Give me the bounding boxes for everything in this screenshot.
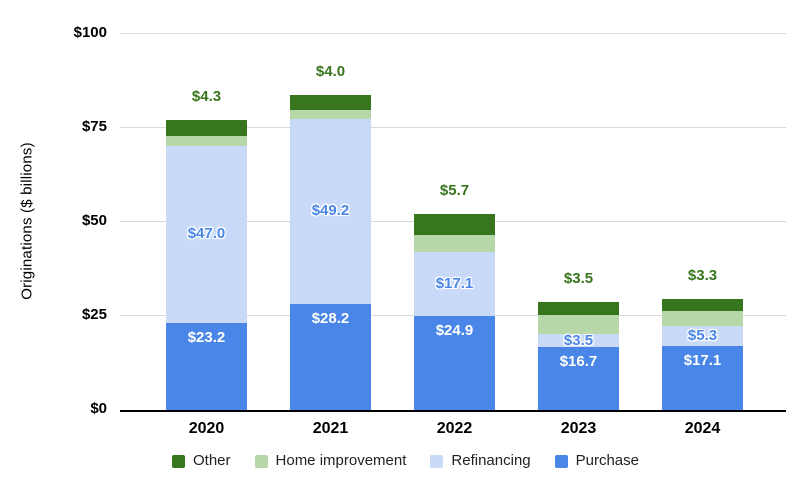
legend-swatch: [430, 454, 444, 468]
gridline: [120, 127, 786, 128]
segment-label: $17.1: [435, 275, 474, 293]
segment-refinancing: $17.1: [414, 251, 495, 317]
segment-purchase: $23.2: [166, 322, 247, 410]
legend-label: Home improvement: [275, 452, 407, 469]
bar-2024: $3.3 $5.3 $17.1: [662, 267, 743, 410]
segment-other: [166, 120, 247, 137]
segment-purchase: $17.1: [662, 345, 743, 410]
segment-label: $28.2: [311, 309, 350, 327]
segment-refinancing: $5.3: [662, 325, 743, 346]
segment-home-improvement: [166, 136, 247, 147]
segment-refinancing: $3.5: [538, 331, 619, 349]
segment-home-improvement: [662, 311, 743, 326]
segment-label: $17.1: [683, 351, 722, 369]
legend-label: Refinancing: [451, 452, 531, 469]
legend-swatch: [554, 454, 568, 468]
segment-purchase: $16.7: [538, 347, 619, 410]
legend-swatch: [254, 454, 268, 468]
legend: Other Home improvement Refinancing Purchase: [0, 452, 811, 470]
y-tick-label: $100: [73, 24, 107, 41]
above-bar-label: $5.7: [439, 181, 470, 199]
above-bar-label: $3.5: [563, 270, 594, 288]
above-bar-label: $4.0: [315, 63, 346, 81]
bar-2020: $4.3 $47.0 $23.2: [166, 88, 247, 410]
bar-2023: $3.5 $3.5 $16.7: [538, 270, 619, 410]
segment-refinancing: $49.2: [290, 118, 371, 304]
x-tick-label: 2024: [684, 420, 721, 437]
bar-2021: $4.0 $49.2 $28.2: [290, 63, 371, 410]
legend-item-purchase: Purchase: [554, 452, 639, 470]
y-tick-label: $25: [81, 306, 107, 323]
legend-item-home-improvement: Home improvement: [254, 452, 407, 470]
above-bar-label: $3.3: [687, 266, 718, 284]
segment-label: $49.2: [311, 202, 350, 220]
segment-other: [290, 95, 371, 111]
legend-item-refinancing: Refinancing: [430, 452, 531, 470]
legend-label: Other: [193, 452, 231, 469]
x-tick-label: 2021: [312, 420, 349, 437]
segment-other: [414, 213, 495, 236]
segment-home-improvement: [290, 110, 371, 119]
y-tick-label: $50: [81, 212, 107, 229]
y-tick-label: $0: [90, 400, 107, 417]
x-tick-label: 2023: [560, 420, 597, 437]
x-tick-label: 2020: [188, 420, 225, 437]
segment-label: $16.7: [559, 353, 598, 371]
bar-2022: $5.7 $17.1 $24.9: [414, 182, 495, 410]
segment-home-improvement: [414, 235, 495, 252]
segment-refinancing: $47.0: [166, 146, 247, 323]
segment-label: $3.5: [563, 331, 594, 349]
plot-area: $4.3 $47.0 $23.2 $4.0 $49.2 $28.2 $5.7 $17.1 $24…: [120, 33, 786, 412]
segment-home-improvement: [538, 315, 619, 335]
gridline: [120, 33, 786, 34]
segment-other: [538, 302, 619, 316]
legend-swatch: [172, 454, 185, 468]
x-tick-label: 2022: [436, 420, 473, 437]
legend-label: Purchase: [575, 452, 639, 469]
y-tick-label: $75: [81, 118, 107, 135]
segment-label: $24.9: [435, 322, 474, 340]
legend-item-other: Other: [172, 452, 231, 470]
segment-label: $5.3: [687, 326, 718, 344]
segment-purchase: $24.9: [414, 316, 495, 410]
segment-label: $47.0: [187, 225, 226, 243]
segment-purchase: $28.2: [290, 303, 371, 410]
y-axis-title: Originations ($ billions): [18, 142, 36, 300]
segment-other: [662, 298, 743, 312]
segment-label: $23.2: [187, 328, 226, 346]
above-bar-label: $4.3: [191, 88, 222, 106]
